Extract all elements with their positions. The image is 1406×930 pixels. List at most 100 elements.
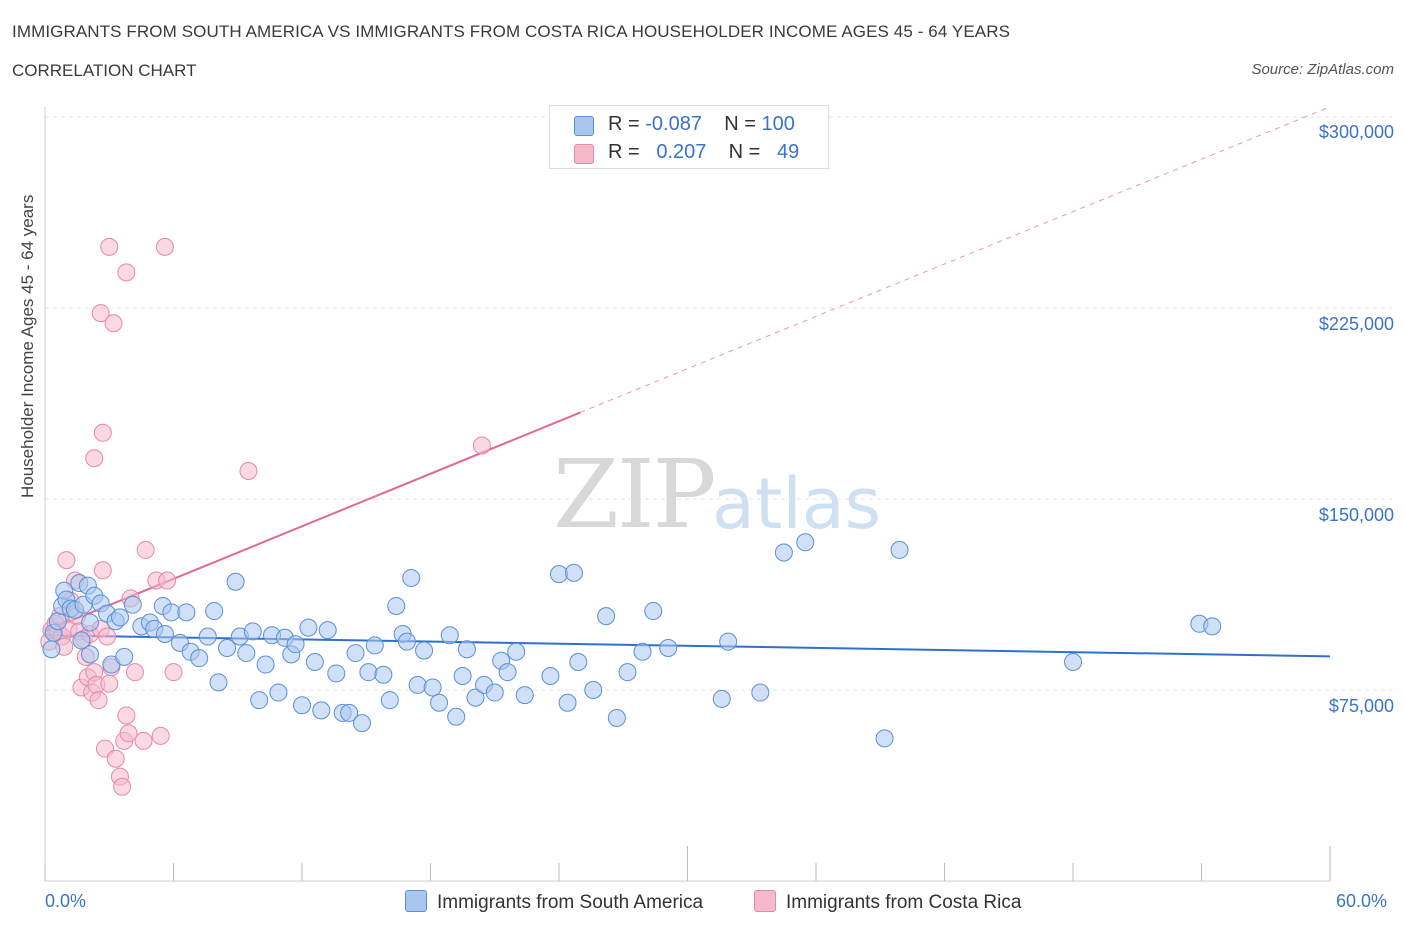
data-point xyxy=(564,563,583,582)
n-value: 100 xyxy=(761,113,795,135)
grid-lines xyxy=(45,116,1392,691)
data-point xyxy=(550,565,568,584)
data-point xyxy=(1064,652,1082,671)
data-point xyxy=(93,561,112,580)
legend-swatch xyxy=(574,144,594,164)
legend-swatch xyxy=(405,890,427,912)
x-tick-label: 0.0% xyxy=(45,891,87,911)
data-points xyxy=(40,237,1222,796)
data-point xyxy=(226,572,245,591)
trend-line-south-america xyxy=(44,634,1331,658)
data-point xyxy=(269,683,288,702)
data-point xyxy=(447,707,466,726)
data-point xyxy=(237,644,256,663)
source-label: Source: ZipAtlas.com xyxy=(1251,61,1394,78)
data-point xyxy=(423,678,442,697)
data-point xyxy=(117,263,136,282)
legend-item-south-america: Immigrants from South America xyxy=(405,890,703,914)
data-point xyxy=(584,681,603,699)
data-point xyxy=(93,423,112,442)
data-point xyxy=(119,724,138,743)
data-point xyxy=(719,632,738,651)
data-point xyxy=(205,602,224,621)
n-label: N = xyxy=(724,113,756,135)
data-point xyxy=(123,595,142,614)
data-point xyxy=(177,603,196,622)
data-point xyxy=(151,726,170,745)
data-point xyxy=(430,693,449,712)
data-point xyxy=(100,674,119,693)
n-label: N = xyxy=(728,141,761,163)
data-point xyxy=(352,714,371,733)
axes xyxy=(44,107,1331,882)
data-point xyxy=(340,703,359,722)
data-point xyxy=(644,602,663,621)
data-point xyxy=(110,608,129,627)
y-tick-label: $150,000 xyxy=(1318,505,1394,525)
data-point xyxy=(457,640,476,659)
data-point xyxy=(365,636,384,655)
data-point xyxy=(286,635,305,654)
r-label: R = xyxy=(608,141,640,163)
data-point xyxy=(374,665,393,684)
data-point xyxy=(515,686,534,705)
x-tick-label: 60.0% xyxy=(1336,891,1388,911)
data-point xyxy=(359,663,378,682)
data-point xyxy=(155,237,174,256)
data-point xyxy=(136,540,155,559)
data-point xyxy=(80,613,99,632)
data-point xyxy=(115,647,134,666)
data-point xyxy=(158,571,177,590)
data-point xyxy=(597,607,616,626)
y-tick-label: $225,000 xyxy=(1318,314,1394,334)
data-point xyxy=(250,691,269,710)
data-point xyxy=(198,627,217,646)
data-point xyxy=(72,631,91,650)
data-point xyxy=(209,673,228,692)
data-point xyxy=(125,663,144,682)
data-point xyxy=(327,664,346,683)
data-point xyxy=(80,645,99,664)
data-point xyxy=(48,612,67,631)
data-point xyxy=(1203,617,1222,636)
r-value: -0.087 xyxy=(645,113,702,135)
data-point xyxy=(89,691,108,710)
legend-label: Immigrants from South America xyxy=(437,892,704,913)
r-label: R = xyxy=(608,113,640,135)
data-point xyxy=(42,640,61,659)
data-point xyxy=(607,709,626,728)
data-point xyxy=(380,691,399,710)
data-point xyxy=(498,663,517,682)
chart-subtitle: CORRELATION CHART xyxy=(12,61,197,80)
watermark-zip: ZIP xyxy=(553,440,716,550)
data-point xyxy=(875,729,894,748)
data-point xyxy=(712,689,731,708)
data-point xyxy=(796,533,815,552)
watermark-atlas: atlas xyxy=(712,463,882,545)
data-point xyxy=(387,596,406,615)
data-point xyxy=(239,461,258,480)
data-point xyxy=(440,626,459,645)
data-point xyxy=(256,655,275,674)
legend-swatch xyxy=(754,890,776,912)
data-point xyxy=(312,701,331,720)
data-point xyxy=(485,683,504,702)
chart-title: IMMIGRANTS FROM SOUTH AMERICA VS IMMIGRA… xyxy=(12,22,1011,41)
data-point xyxy=(100,237,119,256)
data-point xyxy=(104,314,123,333)
data-point xyxy=(618,663,637,682)
data-point xyxy=(85,449,104,468)
legend-item-costa-rica: Immigrants from Costa Rica xyxy=(754,890,1021,914)
data-point xyxy=(402,568,421,587)
y-axis-label: Householder Income Ages 45 - 64 years xyxy=(18,194,37,498)
data-point xyxy=(346,644,365,663)
data-point xyxy=(569,652,588,671)
data-point xyxy=(299,618,318,637)
data-point xyxy=(57,551,76,570)
data-point xyxy=(243,622,262,641)
data-point xyxy=(106,749,125,768)
data-point xyxy=(472,436,491,455)
data-point xyxy=(162,603,181,622)
data-point xyxy=(453,666,472,685)
